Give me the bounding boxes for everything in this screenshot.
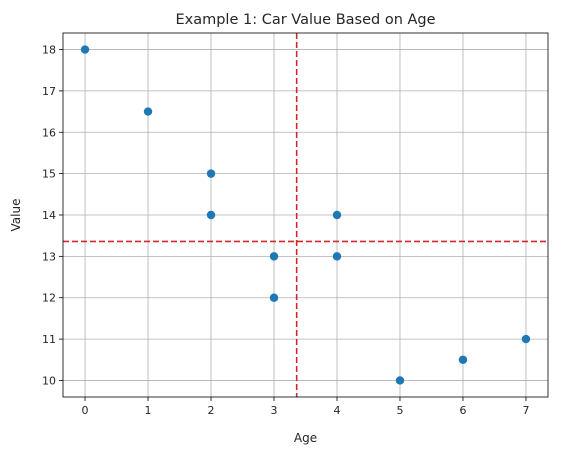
x-axis-label: Age <box>294 431 317 445</box>
data-point <box>207 211 215 219</box>
x-tick-label: 5 <box>396 404 403 417</box>
data-point <box>270 252 278 260</box>
x-tick-label: 0 <box>82 404 89 417</box>
data-point <box>207 169 215 177</box>
y-axis-ticks: 10 11 12 13 14 15 16 17 18 <box>42 44 63 388</box>
y-tick-label: 17 <box>42 85 56 98</box>
y-axis-label: Value <box>9 199 23 232</box>
data-point <box>333 252 341 260</box>
y-tick-label: 14 <box>42 209 56 222</box>
y-tick-label: 13 <box>42 250 56 263</box>
data-point <box>459 356 467 364</box>
y-tick-label: 18 <box>42 44 56 57</box>
x-tick-label: 1 <box>145 404 152 417</box>
data-point <box>396 376 404 384</box>
data-point <box>81 45 89 53</box>
data-point <box>522 335 530 343</box>
data-point <box>144 107 152 115</box>
data-point <box>270 294 278 302</box>
x-tick-label: 6 <box>459 404 466 417</box>
y-tick-label: 16 <box>42 126 56 139</box>
y-tick-label: 10 <box>42 374 56 387</box>
grid <box>63 33 548 397</box>
y-tick-label: 15 <box>42 168 56 181</box>
x-axis-ticks: 0 1 2 3 4 5 6 7 <box>82 397 530 417</box>
chart-title: Example 1: Car Value Based on Age <box>175 12 435 28</box>
x-tick-label: 7 <box>522 404 529 417</box>
data-point <box>333 211 341 219</box>
y-tick-label: 12 <box>42 292 56 305</box>
y-tick-label: 11 <box>42 333 56 346</box>
x-tick-label: 3 <box>271 404 278 417</box>
x-tick-label: 4 <box>333 404 340 417</box>
x-tick-label: 2 <box>208 404 215 417</box>
